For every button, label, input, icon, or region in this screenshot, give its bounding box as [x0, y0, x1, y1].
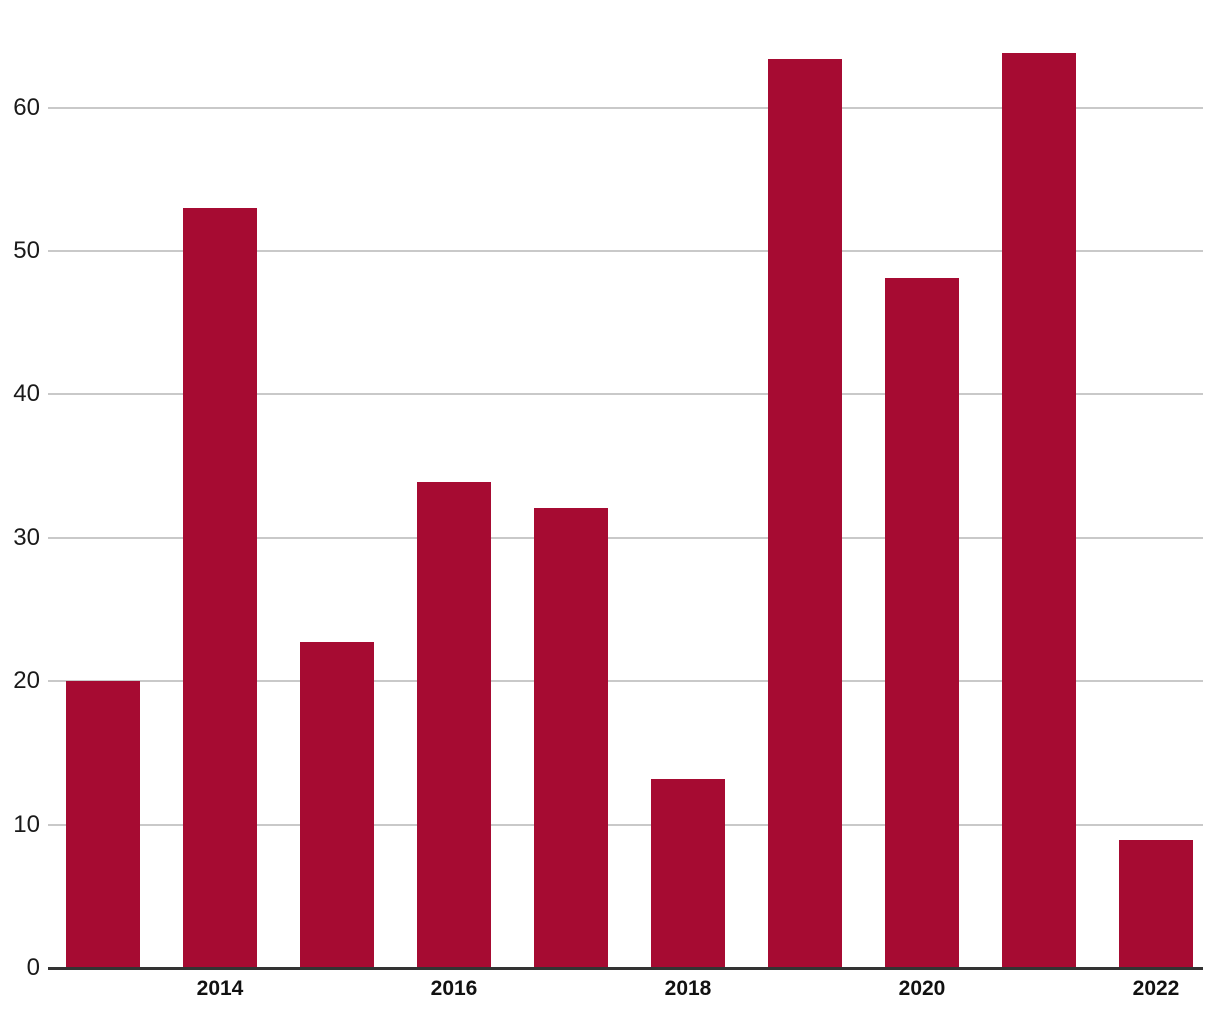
y-axis-tick-label: 20 [13, 667, 40, 695]
x-axis-tick-label: 2020 [898, 977, 946, 1000]
x-axis-tick-label: 2014 [196, 977, 244, 1000]
gridline-y-30 [48, 536, 1203, 539]
bar-2014 [183, 207, 257, 968]
gridline-y-50 [48, 250, 1203, 252]
x-axis-tick-label: 2018 [664, 977, 712, 1000]
bar-2018 [651, 778, 725, 968]
bar-2022 [1119, 840, 1193, 968]
y-axis-tick-label: 50 [13, 237, 40, 264]
gridline-y-10 [48, 823, 1203, 826]
y-axis-tick-label: 0 [26, 954, 40, 981]
gridline-y-20 [48, 680, 1203, 683]
y-axis-tick-label: 30 [13, 523, 40, 551]
x-axis-line [48, 967, 1203, 970]
bar-2015 [300, 642, 374, 968]
y-axis-tick-label: 60 [13, 93, 40, 121]
bar-2020 [885, 278, 959, 968]
gridline-y-60 [48, 106, 1203, 109]
x-axis-tick-label: 2022 [1132, 977, 1180, 1000]
bar-2019 [768, 58, 842, 968]
bar-2013 [66, 681, 140, 968]
bar-2021 [1002, 53, 1076, 968]
y-axis-tick-label: 40 [13, 380, 40, 408]
y-axis-tick-label: 10 [13, 810, 40, 838]
bar-2017 [534, 507, 608, 968]
gridline-y-40 [48, 393, 1203, 396]
x-axis-tick-label: 2016 [430, 977, 478, 1000]
bar-2016 [417, 481, 491, 968]
